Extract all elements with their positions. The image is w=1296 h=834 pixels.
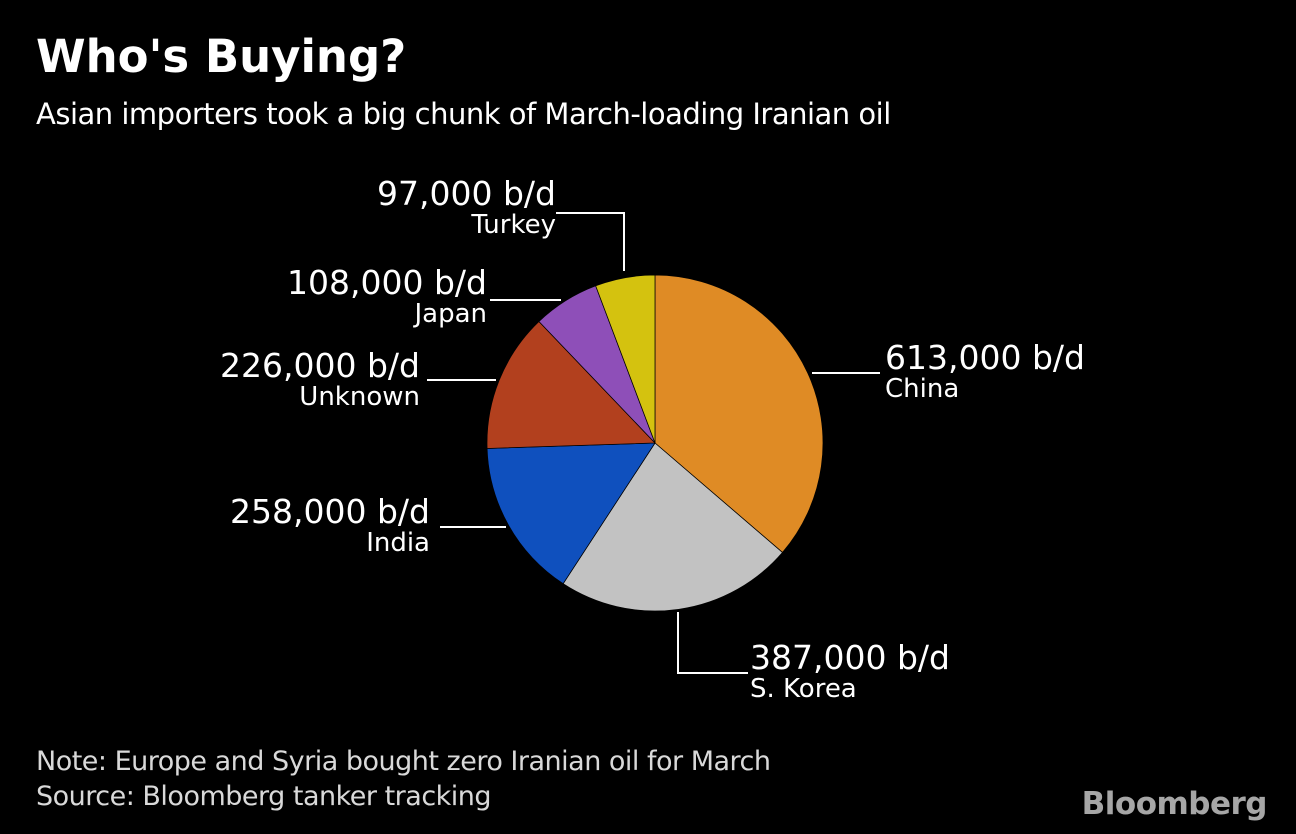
- leader-line-turkey: [556, 212, 625, 271]
- slice-name-unknown: Unknown: [299, 382, 420, 412]
- chart-subtitle: Asian importers took a big chunk of Marc…: [36, 97, 891, 131]
- chart-source: Source: Bloomberg tanker tracking: [36, 781, 492, 812]
- slice-name-japan: Japan: [414, 299, 487, 329]
- pie-slice-s-korea: [562, 442, 783, 612]
- slice-label-india: 258,000 b/d India: [230, 494, 430, 557]
- slice-name-china: China: [885, 374, 960, 404]
- slice-name-turkey: Turkey: [471, 210, 556, 240]
- leader-line-skorea: [677, 612, 748, 674]
- slice-value-india: 258,000 b/d: [230, 492, 430, 531]
- bloomberg-logo: Bloomberg: [1081, 786, 1268, 822]
- slice-value-turkey: 97,000 b/d: [377, 174, 556, 213]
- slice-value-skorea: 387,000 b/d: [750, 638, 950, 677]
- pie-slice-india: [486, 442, 656, 585]
- pie-slice-unknown: [486, 320, 656, 449]
- slice-name-india: India: [366, 528, 430, 558]
- slice-label-unknown: 226,000 b/d Unknown: [220, 348, 420, 411]
- slice-value-china: 613,000 b/d: [885, 338, 1085, 377]
- pie-slice-china: [654, 274, 824, 553]
- slice-value-unknown: 226,000 b/d: [220, 346, 420, 385]
- slice-label-japan: 108,000 b/d Japan: [287, 265, 487, 328]
- leader-lines: [427, 212, 880, 674]
- slice-label-skorea: 387,000 b/d S. Korea: [750, 640, 950, 703]
- slice-name-skorea: S. Korea: [750, 674, 857, 704]
- slice-label-china: 613,000 b/d China: [885, 340, 1085, 403]
- chart-title: Who's Buying?: [36, 30, 407, 83]
- slice-value-japan: 108,000 b/d: [287, 263, 487, 302]
- pie-slices: [486, 274, 824, 612]
- slice-label-turkey: 97,000 b/d Turkey: [377, 176, 556, 239]
- chart-note: Note: Europe and Syria bought zero Irani…: [36, 746, 771, 777]
- pie-slice-turkey: [595, 274, 656, 444]
